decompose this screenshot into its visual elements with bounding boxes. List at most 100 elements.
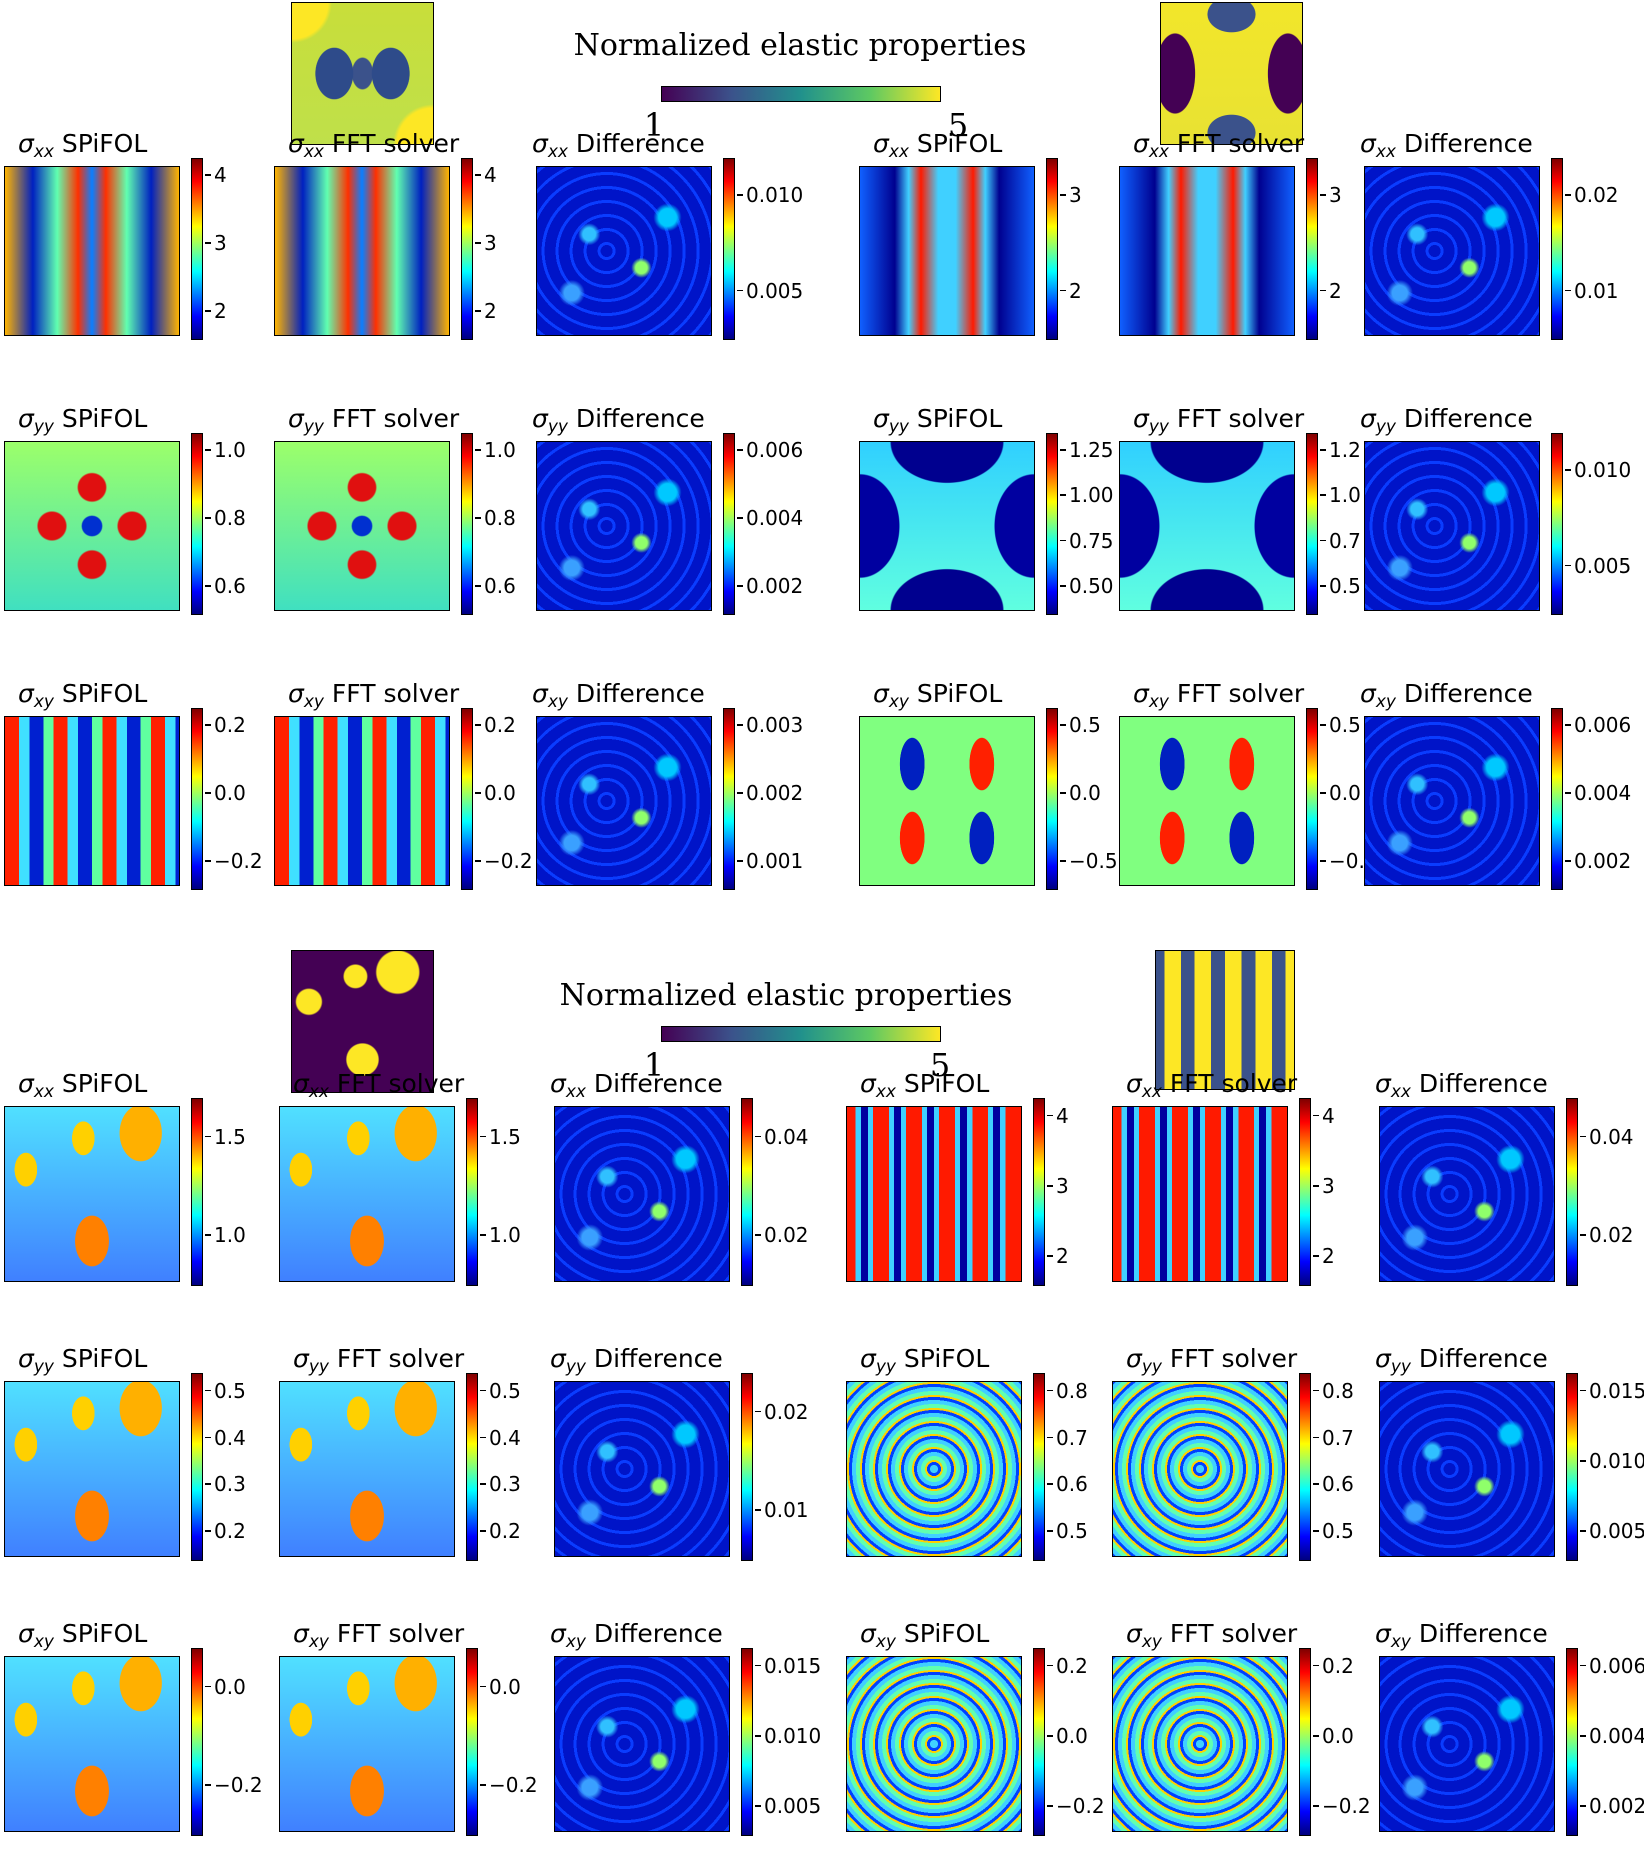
- colorbar-tick: 0.02: [755, 1399, 809, 1424]
- panel-title-suffix: FFT solver: [323, 404, 460, 433]
- stress-panel-left-yy-difference: σyy Difference 0.006 0.004 0.002: [532, 405, 818, 615]
- stress-panel-right-yy-difference: σyy Difference 0.015 0.010 0.005: [1375, 1345, 1644, 1561]
- panel-title-suffix: SPiFOL: [53, 679, 148, 708]
- colorbar-tick: 0.2: [1313, 1653, 1354, 1678]
- panel-title: σyy SPiFOL: [18, 405, 147, 441]
- colorbar-tick: 2: [1047, 1244, 1069, 1269]
- colorbar-tick: 0.7: [1320, 528, 1361, 553]
- sigma-symbol: σ: [1360, 679, 1376, 708]
- colorbar-tick: 0.006: [1579, 1656, 1644, 1676]
- panel-title-suffix: Difference: [567, 404, 705, 433]
- colorbar-tick: 0.7: [1313, 1425, 1354, 1450]
- stress-component: xx: [303, 142, 324, 162]
- panel-title: σxx SPiFOL: [873, 130, 1002, 166]
- stress-panel-left-yy-difference: σyy Difference 0.02 0.01: [550, 1345, 836, 1561]
- colorbar-tick: 0.004: [1579, 1726, 1644, 1746]
- colorbar: [1306, 708, 1318, 890]
- stress-component: xx: [1141, 1082, 1162, 1102]
- sigma-symbol: σ: [532, 404, 548, 433]
- stress-component: yy: [303, 417, 324, 437]
- stress-panel-right-yy-spifol: σyy SPiFOL 0.8 0.7 0.6 0.5: [842, 1345, 1128, 1561]
- panel-title-suffix: Difference: [567, 679, 705, 708]
- microstructure-right: [1160, 2, 1303, 145]
- colorbar-tick: 3: [1320, 183, 1342, 208]
- stress-component: yy: [1148, 417, 1169, 437]
- stress-field-map: [1364, 166, 1540, 336]
- group-title: Normalized elastic properties: [573, 28, 1027, 63]
- stress-panel-right-yy-spifol: σyy SPiFOL 1.25 1.00 0.75 0.50: [855, 405, 1141, 615]
- colorbar-tick: 4: [205, 163, 227, 187]
- stress-component: xy: [1141, 1632, 1162, 1652]
- stress-component: xy: [565, 1632, 586, 1652]
- colorbar: [461, 158, 473, 340]
- panel-title: σyy FFT solver: [1133, 405, 1304, 441]
- sigma-symbol: σ: [18, 404, 34, 433]
- panel-title-suffix: FFT solver: [328, 1069, 465, 1098]
- colorbar-tick: 0.5: [205, 1378, 246, 1403]
- panel-title: σyy Difference: [1360, 405, 1533, 441]
- stress-panel-left-xx-fft-solver: σxx FFT solver 1.5 1.0: [275, 1070, 561, 1286]
- colorbar: [1566, 1098, 1578, 1286]
- colorbar-tick: 1.00: [1060, 483, 1114, 508]
- panel-title: σyy FFT solver: [288, 405, 459, 441]
- panel-title-suffix: SPiFOL: [908, 129, 1003, 158]
- sigma-symbol: σ: [1126, 1069, 1142, 1098]
- stress-field-map: [1379, 1106, 1555, 1282]
- colorbar-tick: 0.5: [1320, 713, 1361, 737]
- stress-component: xx: [888, 142, 909, 162]
- panel-title: σxy SPiFOL: [18, 680, 147, 716]
- stress-component: xx: [875, 1082, 896, 1102]
- sigma-symbol: σ: [1126, 1344, 1142, 1373]
- stress-field-map: [1112, 1106, 1288, 1282]
- colorbar-tick: 0.010: [1564, 458, 1632, 483]
- colorbar-tick: 0.2: [205, 1519, 246, 1544]
- stress-component: xy: [547, 692, 568, 712]
- colorbar-tick: 0.006: [1564, 713, 1632, 737]
- colorbar-tick: 1.0: [480, 1223, 521, 1248]
- colorbar: [191, 708, 203, 890]
- stress-field-map: [554, 1381, 730, 1557]
- stress-field-map: [859, 716, 1035, 886]
- colorbar-tick: 0.7: [1047, 1425, 1088, 1450]
- stress-field-map: [274, 716, 450, 886]
- stress-field-map: [1112, 1381, 1288, 1557]
- colorbar-tick: 0.015: [1579, 1381, 1644, 1401]
- stress-field-map: [859, 441, 1035, 611]
- stress-component: xx: [33, 142, 54, 162]
- group-title: Normalized elastic properties: [559, 978, 1013, 1013]
- colorbar-tick: 0.4: [480, 1425, 521, 1450]
- colorbar-tick: 0.004: [736, 506, 804, 530]
- panel-title: σxy Difference: [550, 1620, 723, 1656]
- colorbar-tick: 0.8: [1047, 1378, 1088, 1403]
- panel-title: σxx SPiFOL: [18, 1070, 147, 1106]
- sigma-symbol: σ: [1133, 404, 1149, 433]
- stress-panel-left-xy-spifol: σxy SPiFOL 0.0 −0.2: [0, 1620, 286, 1836]
- colorbar-tick: 0.4: [205, 1425, 246, 1450]
- sigma-symbol: σ: [288, 129, 304, 158]
- panel-title: σxy Difference: [1375, 1620, 1548, 1656]
- stress-component: xy: [875, 1632, 896, 1652]
- colorbar-tick: 3: [1313, 1174, 1335, 1198]
- stress-field-map: [4, 1381, 180, 1557]
- panel-title-suffix: SPiFOL: [908, 404, 1003, 433]
- panel-title: σxx FFT solver: [288, 130, 459, 166]
- colorbar-tick: 4: [1313, 1103, 1335, 1128]
- panel-title-suffix: FFT solver: [1161, 1344, 1298, 1373]
- colorbar: [191, 1373, 203, 1561]
- panel-title: σyy FFT solver: [293, 1345, 464, 1381]
- colorbar-tick: 0.8: [475, 506, 516, 530]
- colorbar-tick: 0.0: [480, 1674, 521, 1699]
- colorbar-tick: 0.50: [1060, 574, 1114, 598]
- stress-component: yy: [308, 1357, 329, 1377]
- colorbar-tick: 0.6: [1047, 1472, 1088, 1497]
- stress-field-map: [1119, 441, 1295, 611]
- stress-panel-left-yy-fft-solver: σyy FFT solver 0.5 0.4 0.3 0.2: [275, 1345, 561, 1561]
- colorbar-tick: 0.8: [205, 506, 246, 530]
- stress-field-map: [274, 441, 450, 611]
- sigma-symbol: σ: [550, 1619, 566, 1648]
- colorbar-tick: 0.006: [736, 438, 804, 462]
- panel-title: σxx Difference: [1360, 130, 1533, 166]
- colorbar: [191, 1098, 203, 1286]
- sigma-symbol: σ: [1133, 129, 1149, 158]
- stress-component: xy: [1148, 692, 1169, 712]
